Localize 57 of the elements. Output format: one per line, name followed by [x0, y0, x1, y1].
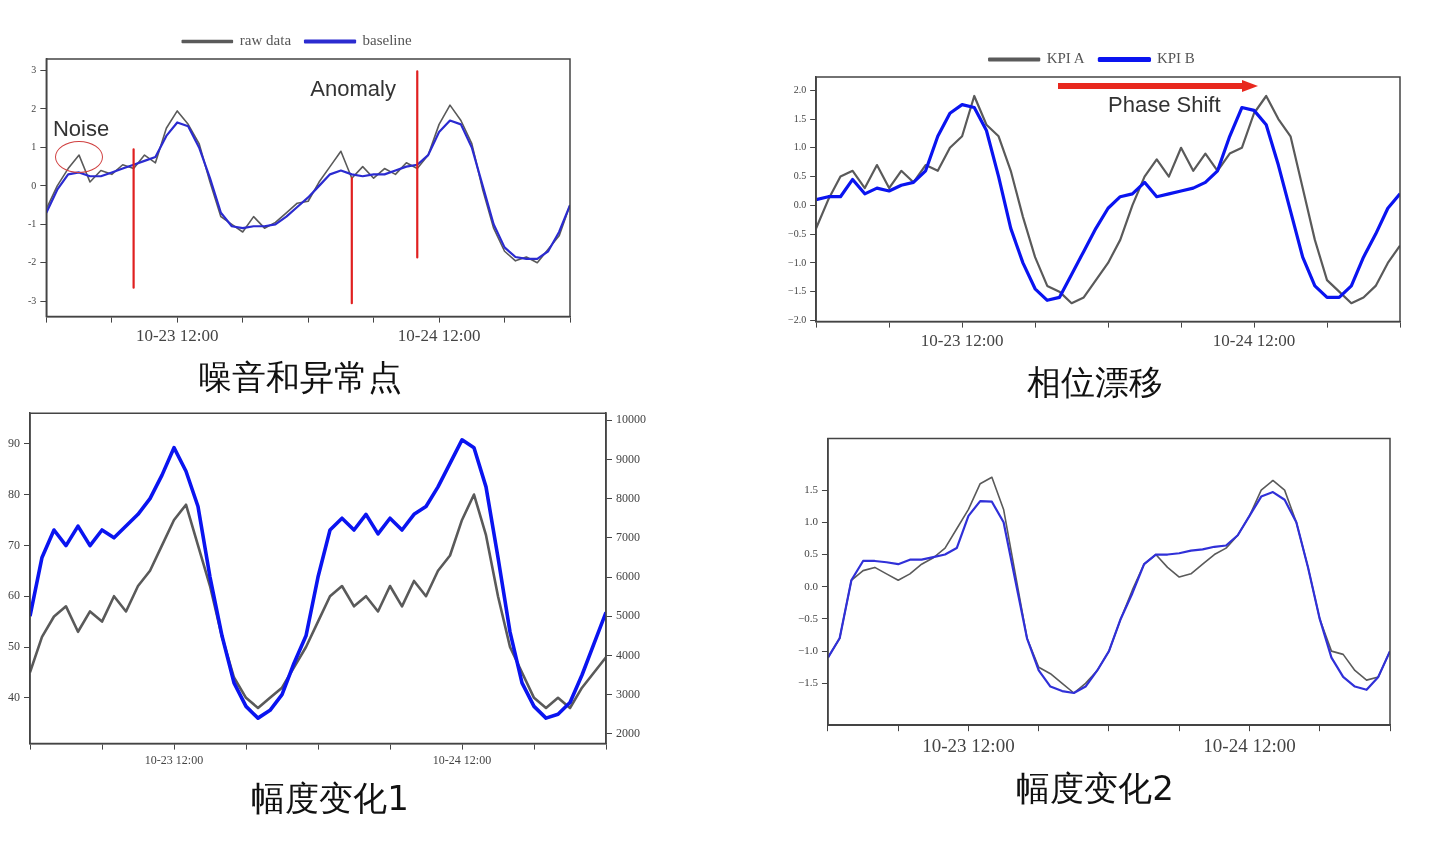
annotation: Anomaly: [310, 75, 396, 101]
y-tick-label: 40: [8, 690, 20, 705]
x-tick-label: 10-24 12:00: [1203, 734, 1296, 756]
y-tick-label: 0.0: [804, 579, 819, 592]
x-tick-label: 10-23 12:00: [144, 752, 204, 767]
text: 幅度变化1: [250, 777, 410, 820]
y-tick-label: 2: [31, 102, 37, 114]
y-tick-label: 1.5: [793, 112, 807, 124]
y-tick-label: 50: [8, 639, 20, 654]
legend-label: KPI A: [1046, 50, 1085, 67]
text: 噪音和异常点: [197, 356, 403, 399]
x-tick-label: 10-23 12:00: [922, 734, 1015, 756]
y-tick-label: 1: [31, 141, 37, 153]
x-tick-label: 10-23 12:00: [920, 331, 1004, 351]
y2-tick-label: 6000: [616, 569, 640, 584]
y-tick-label: 90: [8, 435, 20, 450]
text: 幅度变化2: [1015, 767, 1175, 810]
y-tick-label: −0.5: [788, 227, 807, 239]
y2-tick-label: 9000: [616, 451, 640, 466]
y-tick-label: 0: [31, 179, 37, 191]
y2-tick-label: 10000: [616, 412, 646, 427]
y-tick-label: −1.0: [797, 644, 819, 657]
y-tick-label: −0.5: [797, 611, 819, 624]
y-tick-label: -2: [27, 256, 37, 268]
text: 相位漂移: [1026, 361, 1164, 404]
legend-label: KPI B: [1156, 50, 1195, 67]
y-tick-label: 0.5: [804, 547, 819, 560]
y2-tick-label: 3000: [616, 686, 640, 701]
y-tick-label: 0.5: [793, 170, 807, 182]
y-tick-label: 70: [8, 537, 20, 552]
y-tick-label: -1: [27, 217, 37, 229]
y-tick-label: -3: [27, 294, 37, 306]
y-tick-label: −2.0: [788, 314, 807, 326]
y2-tick-label: 5000: [616, 608, 640, 623]
y-tick-label: 80: [8, 486, 20, 501]
legend-label: raw data: [239, 32, 292, 49]
x-tick-label: 10-24 12:00: [432, 752, 492, 767]
y-tick-label: −1.5: [788, 285, 807, 297]
x-tick-label: 10-23 12:00: [135, 326, 219, 346]
y-tick-label: 1.0: [804, 515, 819, 528]
y-tick-label: 0.0: [793, 198, 807, 210]
y2-tick-label: 7000: [616, 529, 640, 544]
y2-tick-label: 2000: [616, 725, 640, 740]
y-tick-label: −1.0: [788, 256, 807, 268]
y-tick-label: −1.5: [797, 676, 819, 689]
annotation: Phase Shift: [1108, 91, 1221, 117]
y2-tick-label: 4000: [616, 647, 640, 662]
y-tick-label: 2.0: [793, 83, 807, 95]
y-tick-label: 60: [8, 588, 20, 603]
y2-tick-label: 8000: [616, 490, 640, 505]
legend-label: baseline: [362, 32, 413, 49]
y-tick-label: 3: [31, 64, 37, 76]
x-tick-label: 10-24 12:00: [397, 326, 481, 346]
y-tick-label: 1.0: [793, 141, 807, 153]
y-tick-label: 1.5: [804, 483, 819, 496]
x-tick-label: 10-24 12:00: [1212, 331, 1296, 351]
annotation: Noise: [52, 116, 110, 142]
